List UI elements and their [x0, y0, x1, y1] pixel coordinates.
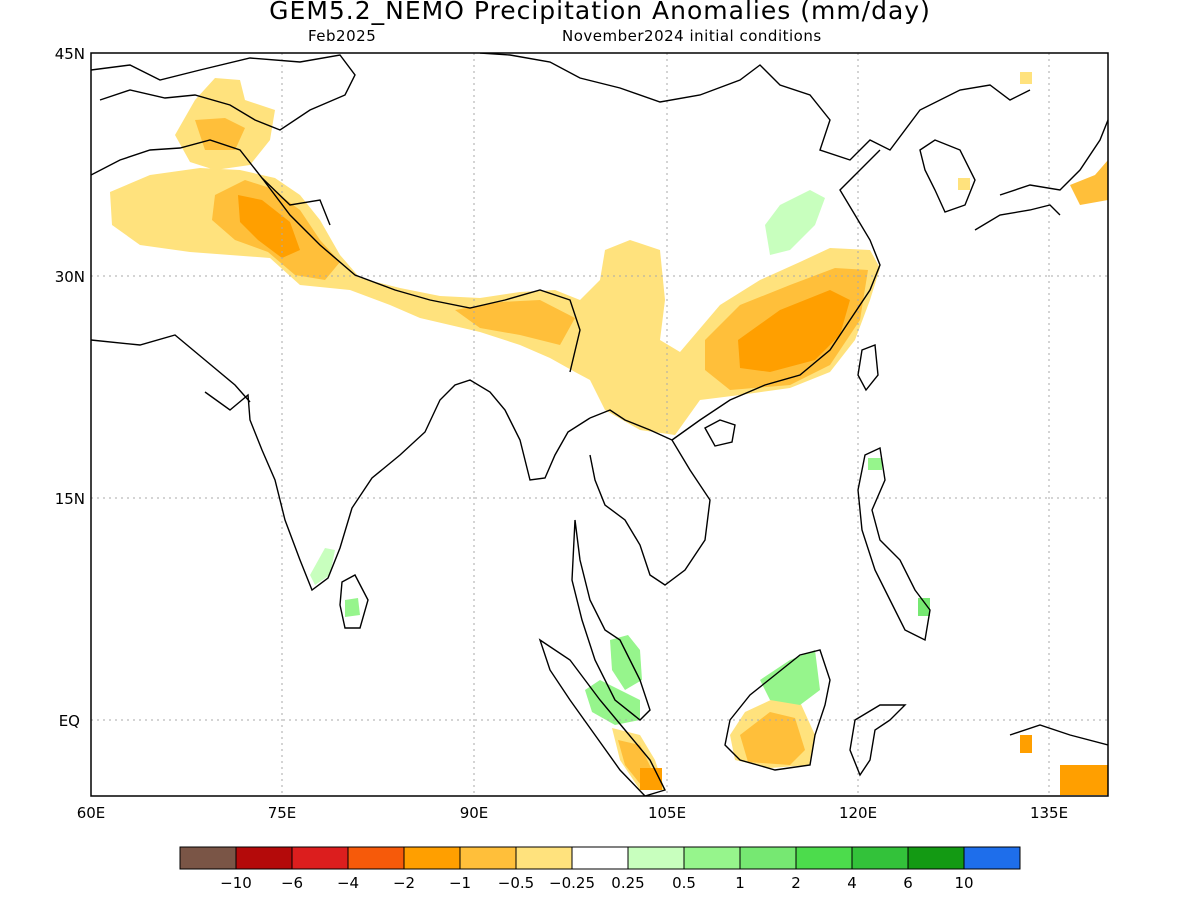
lon-label: 60E [77, 804, 106, 822]
longitude-labels: 60E 75E 90E 105E 120E 135E [77, 804, 1068, 822]
map-frame [90, 52, 1109, 797]
wet-anomaly-region-india [310, 548, 335, 585]
color-bar-swatch [235, 846, 293, 870]
color-bar-swatch [795, 846, 853, 870]
lat-label: EQ [59, 712, 80, 730]
graticule [91, 53, 1108, 796]
lon-label: 120E [839, 804, 877, 822]
color-bar-label: −0.25 [549, 874, 595, 892]
color-bar-swatch [403, 846, 461, 870]
lat-label: 15N [55, 490, 85, 508]
anomaly-shading [110, 72, 1108, 795]
color-bar-swatch [459, 846, 517, 870]
color-bar-label: 1 [735, 874, 745, 892]
lon-label: 75E [268, 804, 297, 822]
color-bar-swatch [739, 846, 797, 870]
strong-dry-region-himalaya [238, 195, 300, 258]
color-bar-swatch [179, 846, 237, 870]
valid-month-label: Feb2025 [308, 27, 377, 45]
wet-anomaly-cell-luzon [868, 458, 882, 470]
lon-label: 90E [460, 804, 489, 822]
wet-anomaly-region-sri-lanka [345, 598, 360, 617]
color-bar-label: −10 [220, 874, 252, 892]
lat-label: 30N [55, 268, 85, 286]
color-bar-swatch [627, 846, 685, 870]
wet-anomaly-region-peninsula-north [610, 635, 642, 690]
lon-label: 135E [1030, 804, 1068, 822]
strong-dry-cell-new-guinea [1020, 735, 1032, 753]
color-bar-label: 0.25 [611, 874, 644, 892]
color-bar-swatch [683, 846, 741, 870]
moderate-dry-region-borneo [740, 712, 805, 765]
color-bar-swatch [347, 846, 405, 870]
color-bar-swatch [851, 846, 909, 870]
lon-label: 105E [648, 804, 686, 822]
lat-label: 45N [55, 45, 85, 63]
dry-anomaly-cell-korea [958, 178, 970, 190]
coastlines [91, 53, 1108, 796]
color-bar-label: 10 [954, 874, 973, 892]
color-bar-label: −2 [393, 874, 415, 892]
latitude-labels: 45N 30N 15N EQ [55, 45, 85, 730]
strong-dry-region-south-china [738, 290, 850, 372]
color-bar-label: −4 [337, 874, 359, 892]
color-bar-label: −6 [281, 874, 303, 892]
color-bar-swatch [291, 846, 349, 870]
color-bar-swatch [571, 846, 629, 870]
wet-anomaly-region-malay-peninsula [585, 680, 640, 725]
dry-anomaly-cell-japan [1020, 72, 1032, 84]
strong-dry-cell-new-guinea-east [1060, 765, 1108, 795]
color-bar-label: 4 [847, 874, 857, 892]
initial-conditions-label: November2024 initial conditions [562, 27, 822, 45]
color-bar-label: 0.5 [672, 874, 696, 892]
moderate-dry-region-north [195, 118, 245, 150]
color-bar-label: −0.5 [498, 874, 534, 892]
wet-anomaly-region-borneo-north [760, 650, 820, 705]
wet-anomaly-cell-philippines [918, 598, 930, 616]
color-bar-swatch [963, 846, 1021, 870]
color-bar-label: 2 [791, 874, 801, 892]
color-bar-swatch [515, 846, 573, 870]
map-title: GEM5.2_NEMO Precipitation Anomalies (mm/… [269, 0, 931, 25]
moderate-dry-region-tibet [455, 300, 575, 345]
color-bar-label: −1 [449, 874, 471, 892]
moderate-dry-region-japan [1070, 160, 1108, 205]
color-bar-labels: −10 −6 −4 −2 −1 −0.5 −0.25 0.25 0.5 1 2 4 6 10 [220, 874, 973, 892]
color-bar [179, 846, 1021, 870]
strong-dry-cell-sumatra [640, 768, 662, 790]
wet-anomaly-region-east-china [765, 190, 825, 255]
color-bar-label: 6 [903, 874, 913, 892]
color-bar-swatch [907, 846, 965, 870]
